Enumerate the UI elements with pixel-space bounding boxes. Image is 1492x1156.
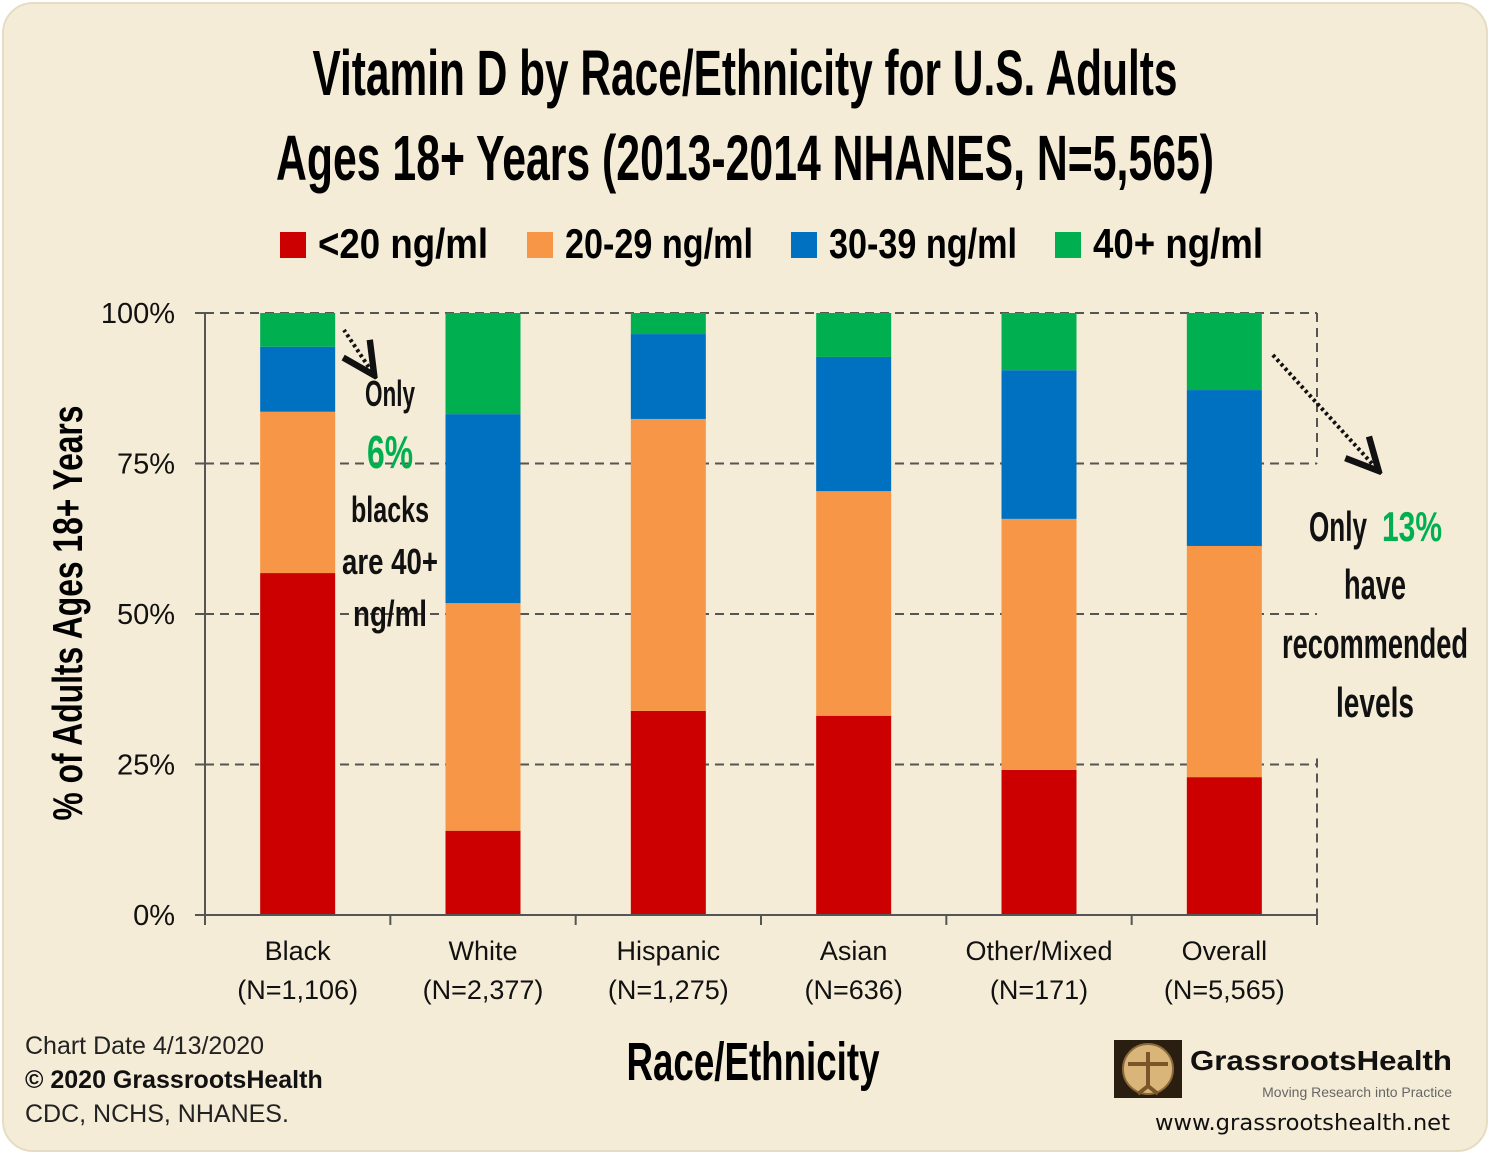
x-tick-sublabel: (N=2,377) (423, 975, 544, 1005)
annotations: Only 6% blacks are 40+ ng/ml Only 13% have recom… (342, 328, 1468, 726)
y-tick-label: 75% (117, 449, 175, 481)
legend-label: <20 ng/ml (318, 220, 488, 267)
bar-segment (260, 573, 336, 915)
bar-segment (630, 710, 706, 915)
logo: GrassrootsHealth Moving Research into Pr… (1114, 1040, 1452, 1136)
logo-name: GrassrootsHealth (1190, 1045, 1452, 1076)
x-tick-sublabel: (N=1,106) (237, 975, 358, 1005)
legend-swatch (527, 232, 553, 258)
legend-label: 20-29 ng/ml (565, 220, 753, 267)
y-tick-label: 100% (101, 298, 175, 330)
bar-segment (1186, 313, 1262, 391)
legend: <20 ng/ml 20-29 ng/ml 30-39 ng/ml 40+ ng/ml (280, 220, 1263, 267)
bar-segment (445, 603, 521, 831)
bar-segment (816, 491, 892, 716)
y-axis-label: % of Adults Ages 18+ Years (44, 406, 91, 821)
x-tick-label: Overall (1182, 936, 1268, 966)
x-tick-sublabel: (N=636) (805, 975, 903, 1005)
legend-swatch (791, 232, 817, 258)
bar-segment (1186, 390, 1262, 546)
bar-segment (630, 313, 706, 335)
x-tick-sublabel: (N=171) (990, 975, 1088, 1005)
annotation-overall-line: recommended (1282, 620, 1468, 667)
annotation-black-line: are 40+ (342, 541, 438, 582)
annotation-overall-line: have (1344, 561, 1406, 608)
bar-segment (816, 356, 892, 492)
legend-label: 40+ ng/ml (1093, 220, 1263, 267)
annotation-black-line: ng/ml (353, 593, 427, 634)
bar-segment (260, 313, 336, 347)
logo-url[interactable]: www.grassrootshealth.net (1155, 1111, 1450, 1136)
x-tick-sublabel: (N=1,275) (608, 975, 729, 1005)
bar-segment (816, 313, 892, 357)
bar-segment (1001, 769, 1077, 915)
x-tick-label: Other/Mixed (965, 936, 1112, 966)
source-note: CDC, NCHS, NHANES. (25, 1100, 289, 1128)
axes (204, 313, 1318, 925)
x-tick-sublabel: (N=5,565) (1164, 975, 1285, 1005)
chart-title-line1: Vitamin D by Race/Ethnicity for U.S. Adu… (313, 37, 1178, 109)
vitruvian-figure-icon (1128, 1052, 1168, 1096)
x-tick-label: Black (265, 936, 332, 966)
bars: Black (N=1,106) White (N=2,377) Hispanic (N=1… (237, 313, 1285, 1005)
bar-segment (630, 418, 706, 711)
arrow-black (344, 328, 372, 372)
bar-segment (260, 346, 336, 412)
bar-segment (1001, 370, 1077, 519)
gridlines: 0% 25% 50% 75% 100% (101, 298, 1318, 932)
x-tick-label: Asian (820, 936, 888, 966)
bar-segment (1001, 313, 1077, 371)
chart-title-line2: Ages 18+ Years (2013-2014 NHANES, N=5,56… (276, 122, 1214, 194)
bar-segment (1186, 777, 1262, 915)
y-tick-label: 25% (117, 750, 175, 782)
chart-date: Chart Date 4/13/2020 (25, 1032, 264, 1060)
copyright: © 2020 GrassrootsHealth (25, 1066, 323, 1094)
annotation-overall-line: Only (1309, 503, 1367, 550)
legend-swatch (1055, 232, 1081, 258)
annotation-black-line: 6% (367, 426, 413, 478)
x-axis-label: Race/Ethnicity (627, 1032, 880, 1092)
annotation-black-line: Only (365, 373, 415, 414)
annotation-overall-highlight: 13% (1382, 503, 1442, 550)
bar-segment (445, 414, 521, 604)
legend-label: 30-39 ng/ml (829, 220, 1017, 267)
x-tick-label: White (448, 936, 517, 966)
bar-segment (1186, 545, 1262, 778)
y-tick-label: 50% (117, 599, 175, 631)
legend-swatch (280, 232, 306, 258)
logo-tagline: Moving Research into Practice (1262, 1084, 1452, 1100)
x-tick-label: Hispanic (617, 936, 721, 966)
annotation-overall-line: levels (1336, 679, 1414, 726)
y-tick-label: 0% (133, 900, 175, 932)
annotation-black-line: blacks (351, 489, 429, 530)
bar-segment (445, 830, 521, 915)
bar-segment (630, 334, 706, 419)
bar-segment (260, 411, 336, 574)
bar-segment (445, 313, 521, 415)
arrow-overall (1270, 352, 1376, 468)
bar-segment (1001, 518, 1077, 770)
bar-segment (816, 715, 892, 915)
